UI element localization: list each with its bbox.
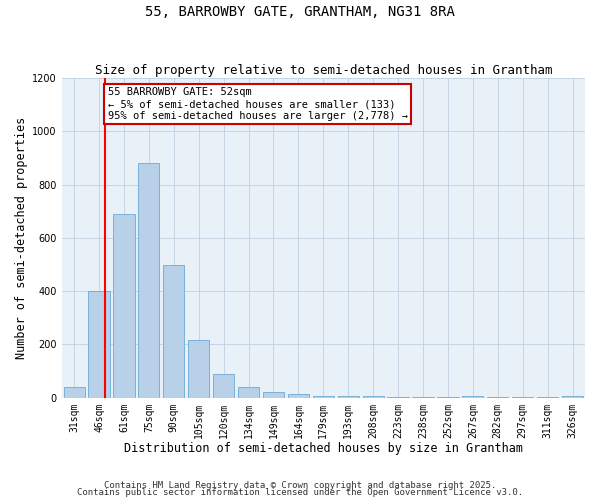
Bar xyxy=(64,387,85,398)
Bar xyxy=(338,396,359,398)
Bar xyxy=(188,340,209,398)
X-axis label: Distribution of semi-detached houses by size in Grantham: Distribution of semi-detached houses by … xyxy=(124,442,523,455)
Title: Size of property relative to semi-detached houses in Grantham: Size of property relative to semi-detach… xyxy=(95,64,552,77)
Bar xyxy=(288,394,309,398)
Bar xyxy=(462,396,484,398)
Y-axis label: Number of semi-detached properties: Number of semi-detached properties xyxy=(15,117,28,359)
Text: 55, BARROWBY GATE, GRANTHAM, NG31 8RA: 55, BARROWBY GATE, GRANTHAM, NG31 8RA xyxy=(145,5,455,19)
Text: Contains public sector information licensed under the Open Government Licence v3: Contains public sector information licen… xyxy=(77,488,523,497)
Text: Contains HM Land Registry data © Crown copyright and database right 2025.: Contains HM Land Registry data © Crown c… xyxy=(104,480,496,490)
Bar xyxy=(313,396,334,398)
Bar xyxy=(213,374,234,398)
Bar xyxy=(138,164,160,398)
Bar xyxy=(562,396,583,398)
Bar xyxy=(362,396,384,398)
Bar xyxy=(263,392,284,398)
Bar xyxy=(238,387,259,398)
Bar xyxy=(163,264,184,398)
Text: 55 BARROWBY GATE: 52sqm
← 5% of semi-detached houses are smaller (133)
95% of se: 55 BARROWBY GATE: 52sqm ← 5% of semi-det… xyxy=(108,88,408,120)
Bar xyxy=(113,214,134,398)
Bar xyxy=(88,291,110,398)
